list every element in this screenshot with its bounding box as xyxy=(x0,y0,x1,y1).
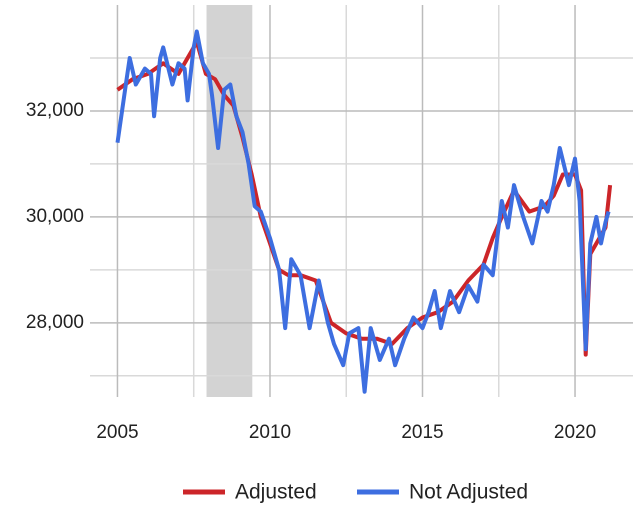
shaded-region xyxy=(206,5,253,397)
y-tick-label: 30,000 xyxy=(26,206,84,227)
series-line xyxy=(116,40,613,357)
y-tick-label: 32,000 xyxy=(26,100,84,121)
x-tick-label: 2020 xyxy=(554,422,596,443)
x-tick-label: 2005 xyxy=(96,422,138,443)
x-tick-label: 2010 xyxy=(249,422,291,443)
series-line xyxy=(115,29,611,394)
legend-label: Adjusted xyxy=(235,481,317,504)
y-tick-label: 28,000 xyxy=(26,312,84,333)
legend-label: Not Adjusted xyxy=(409,481,528,504)
x-tick-label: 2015 xyxy=(401,422,443,443)
